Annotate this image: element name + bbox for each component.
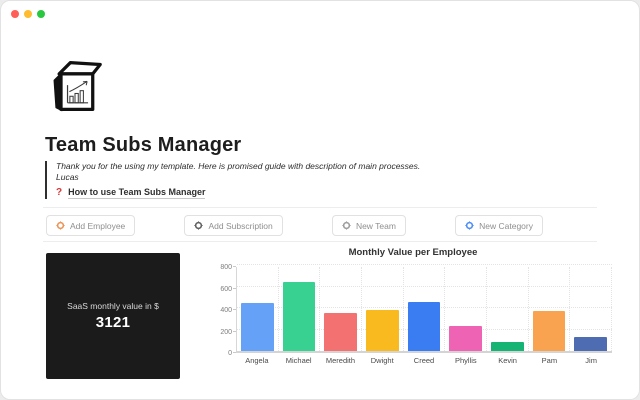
page-icon[interactable] (47, 58, 103, 114)
gridline-600 (237, 285, 612, 287)
question-mark-icon: ? (56, 187, 63, 198)
divider-top (43, 207, 597, 208)
gear-circle-icon (194, 221, 204, 230)
divider-bottom (43, 241, 597, 242)
chart-plot (236, 264, 613, 353)
bar-creed (407, 301, 441, 351)
quote-line-2: Lucas (56, 172, 79, 182)
add-subscription-button[interactable]: Add Subscription (184, 215, 283, 236)
x-label-meredith: Meredith (325, 356, 356, 365)
bar-slot-angela (237, 267, 279, 351)
x-label-kevin: Kevin (498, 356, 517, 365)
bar-jim (574, 336, 608, 351)
window-controls (11, 10, 45, 18)
x-label-michael: Michael (285, 356, 312, 365)
y-tick-0: 0 (228, 350, 232, 357)
guide-link[interactable]: ? How to use Team Subs Manager (56, 187, 206, 199)
add-subscription-label: Add Subscription (208, 220, 273, 231)
close-button[interactable] (11, 10, 19, 18)
new-category-label: New Category (479, 220, 533, 231)
gear-circle-icon (56, 221, 65, 230)
chart-yaxis: 0 200 400 600 800 (214, 264, 236, 357)
chart-title: Monthly Value per Employee (348, 247, 478, 258)
bar-slot-pam (529, 267, 571, 351)
new-team-label: New Team (355, 220, 396, 231)
bar-michael (282, 281, 316, 351)
bar-phyllis (449, 325, 483, 351)
kpi-card: SaaS monthly value in $ 3121 (46, 253, 180, 379)
y-tick-mark (233, 287, 236, 289)
guide-link-label: How to use Team Subs Manager (68, 187, 206, 199)
add-employee-label: Add Employee (70, 220, 126, 231)
bar-dwight (366, 309, 399, 351)
y-tick-mark (233, 352, 236, 353)
bar-slot-michael (279, 267, 321, 351)
x-label-dwight: Dwight (370, 356, 394, 365)
bar-meredith (324, 313, 358, 351)
bar-slot-phyllis (445, 267, 488, 351)
page-title: Team Subs Manager (45, 134, 242, 156)
y-tick-mark (233, 266, 236, 267)
bar-angela (241, 302, 274, 351)
bar-slot-meredith (320, 267, 363, 351)
y-tick-mark (233, 309, 236, 310)
x-label-phyllis: Phyllis (454, 356, 477, 365)
gear-circle-icon (342, 221, 351, 230)
chart-xlabels: Angela Michael Meredith Dwight Creed Phyllis K… (236, 356, 612, 365)
bar-slot-dwight (362, 267, 404, 351)
quote-line-1: Thank you for the using my template. Her… (56, 161, 421, 171)
cube-bar-chart-icon (47, 61, 103, 118)
y-tick-600: 600 (220, 285, 232, 293)
quote-block: Thank you for the using my template. Her… (45, 161, 590, 199)
x-label-angela: Angela (245, 356, 269, 365)
new-team-button[interactable]: New Team (331, 215, 406, 236)
kpi-value: 3121 (95, 314, 131, 331)
bar-kevin (491, 341, 524, 351)
bar-pam (532, 311, 566, 351)
y-tick-800: 800 (220, 264, 232, 271)
x-label-creed: Creed (413, 356, 435, 365)
x-label-pam: Pam (541, 356, 558, 365)
zoom-button[interactable] (37, 10, 45, 18)
y-tick-400: 400 (220, 307, 232, 314)
x-label-jim: Jim (585, 356, 597, 365)
new-category-button[interactable]: New Category (455, 215, 543, 236)
bar-slot-jim (570, 267, 613, 351)
bar-chart: Monthly Value per Employee 0 200 400 600 800… (214, 247, 613, 365)
gridline-800 (237, 264, 612, 265)
y-tick-200: 200 (220, 328, 232, 336)
minimize-button[interactable] (24, 10, 32, 18)
action-button-row: Add Employee Add Subscription New Team (46, 215, 543, 236)
y-tick-mark (233, 330, 236, 332)
chart-body: 0 200 400 600 800 (214, 264, 613, 357)
bar-slot-creed (404, 267, 446, 351)
gear-circle-icon (465, 221, 474, 230)
add-employee-button[interactable]: Add Employee (46, 215, 136, 236)
bar-slot-kevin (487, 267, 529, 351)
kpi-label: SaaS monthly value in $ (67, 301, 159, 311)
